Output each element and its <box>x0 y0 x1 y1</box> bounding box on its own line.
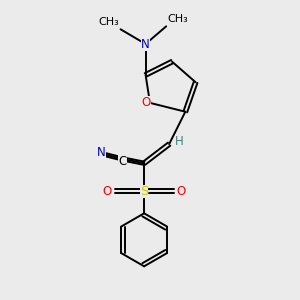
Text: N: N <box>141 38 150 50</box>
Text: CH₃: CH₃ <box>98 17 119 27</box>
Text: CH₃: CH₃ <box>168 14 188 24</box>
Text: S: S <box>140 185 148 198</box>
Text: N: N <box>97 146 106 159</box>
Text: O: O <box>103 185 112 198</box>
Text: H: H <box>175 135 184 148</box>
Text: C: C <box>118 155 127 168</box>
Text: O: O <box>176 185 185 198</box>
Text: O: O <box>142 96 151 110</box>
